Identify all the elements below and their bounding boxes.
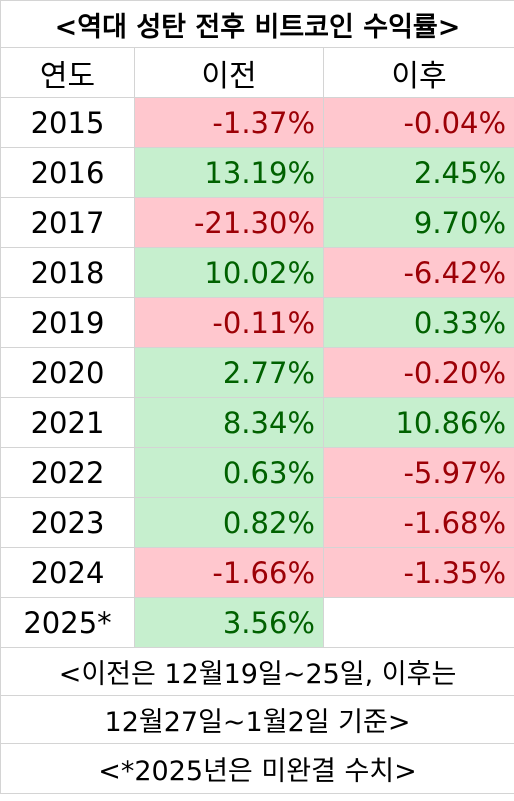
year-cell: 2022 xyxy=(0,447,135,498)
before-cell: 2.77% xyxy=(134,347,324,398)
before-cell: 13.19% xyxy=(134,147,324,198)
before-cell: 8.34% xyxy=(134,397,324,448)
after-cell: -0.04% xyxy=(322,97,514,148)
header-year: 연도 xyxy=(0,47,135,98)
table-row: 2023 0.82% -1.68% xyxy=(0,497,514,548)
title-row: <역대 성탄 전후 비트코인 수익률> xyxy=(0,0,514,48)
after-cell: 10.86% xyxy=(322,397,514,448)
before-cell: 3.56% xyxy=(134,597,324,648)
year-cell: 2020 xyxy=(0,347,135,398)
table-row: 2021 8.34% 10.86% xyxy=(0,397,514,448)
before-cell: 0.63% xyxy=(134,447,324,498)
after-cell: 0.33% xyxy=(322,297,514,348)
table-row: 2017 -21.30% 9.70% xyxy=(0,197,514,248)
note-line-1: <이전은 12월19일~25일, 이후는 xyxy=(0,647,514,696)
table-row: 2024 -1.66% -1.35% xyxy=(0,547,514,598)
note-row: <이전은 12월19일~25일, 이후는 xyxy=(0,647,514,696)
footnote-row: <*2025년은 미완결 수치> xyxy=(0,743,514,794)
header-before: 이전 xyxy=(134,47,324,98)
year-cell: 2018 xyxy=(0,247,135,298)
before-cell: -21.30% xyxy=(134,197,324,248)
table-row: 2022 0.63% -5.97% xyxy=(0,447,514,498)
year-cell: 2015 xyxy=(0,97,135,148)
table-row: 2019 -0.11% 0.33% xyxy=(0,297,514,348)
after-cell: 2.45% xyxy=(322,147,514,198)
after-cell xyxy=(322,597,514,648)
table-row: 2025* 3.56% xyxy=(0,597,514,648)
table-row: 2020 2.77% -0.20% xyxy=(0,347,514,398)
before-cell: -1.37% xyxy=(134,97,324,148)
after-cell: -1.68% xyxy=(322,497,514,548)
header-row: 연도 이전 이후 xyxy=(0,47,514,98)
after-cell: -6.42% xyxy=(322,247,514,298)
after-cell: 9.70% xyxy=(322,197,514,248)
year-cell: 2024 xyxy=(0,547,135,598)
footnote: <*2025년은 미완결 수치> xyxy=(0,743,514,794)
before-cell: 0.82% xyxy=(134,497,324,548)
year-cell: 2019 xyxy=(0,297,135,348)
table-row: 2018 10.02% -6.42% xyxy=(0,247,514,298)
year-cell: 2017 xyxy=(0,197,135,248)
table-row: 2016 13.19% 2.45% xyxy=(0,147,514,198)
after-cell: -0.20% xyxy=(322,347,514,398)
after-cell: -1.35% xyxy=(322,547,514,598)
before-cell: -0.11% xyxy=(134,297,324,348)
note-row: 12월27일~1월2일 기준> xyxy=(0,695,514,744)
year-cell: 2025* xyxy=(0,597,135,648)
before-cell: 10.02% xyxy=(134,247,324,298)
table-row: 2015 -1.37% -0.04% xyxy=(0,97,514,148)
after-cell: -5.97% xyxy=(322,447,514,498)
before-cell: -1.66% xyxy=(134,547,324,598)
year-cell: 2016 xyxy=(0,147,135,198)
year-cell: 2021 xyxy=(0,397,135,448)
header-after: 이후 xyxy=(322,47,514,98)
table-title: <역대 성탄 전후 비트코인 수익률> xyxy=(0,0,514,48)
year-cell: 2023 xyxy=(0,497,135,548)
note-line-2: 12월27일~1월2일 기준> xyxy=(0,695,514,744)
